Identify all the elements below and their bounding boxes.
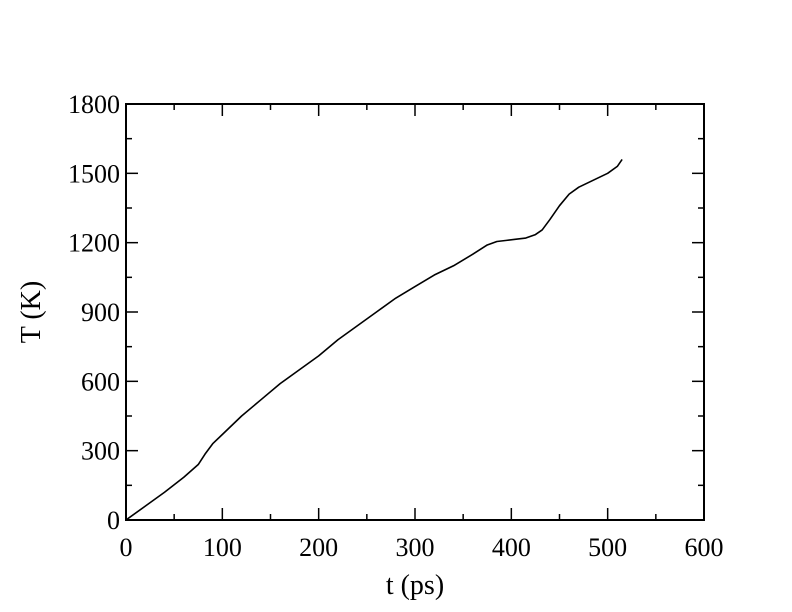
y-tick-label: 0 — [107, 506, 120, 535]
x-tick-label: 200 — [299, 533, 338, 562]
x-tick-label: 400 — [492, 533, 531, 562]
y-tick-label: 1200 — [68, 229, 120, 258]
y-tick-label: 300 — [81, 437, 120, 466]
y-tick-labels: 0 300 600 900 1200 1500 1800 — [68, 90, 120, 535]
y-tick-label: 600 — [81, 367, 120, 396]
x-tick-label: 500 — [588, 533, 627, 562]
series-line-temperature — [125, 159, 623, 521]
x-tick-label: 600 — [685, 533, 724, 562]
x-tick-label: 100 — [203, 533, 242, 562]
y-axis-title: T (K) — [16, 281, 47, 343]
y-tick-label: 1800 — [68, 90, 120, 119]
x-tick-labels: 0 100 200 300 400 500 600 — [120, 533, 724, 562]
plot-frame — [125, 103, 705, 521]
x-axis-title: t (ps) — [386, 570, 444, 601]
y-tick-label: 900 — [81, 298, 120, 327]
x-tick-label: 0 — [120, 533, 133, 562]
y-tick-label: 1500 — [68, 159, 120, 188]
x-tick-label: 300 — [396, 533, 435, 562]
